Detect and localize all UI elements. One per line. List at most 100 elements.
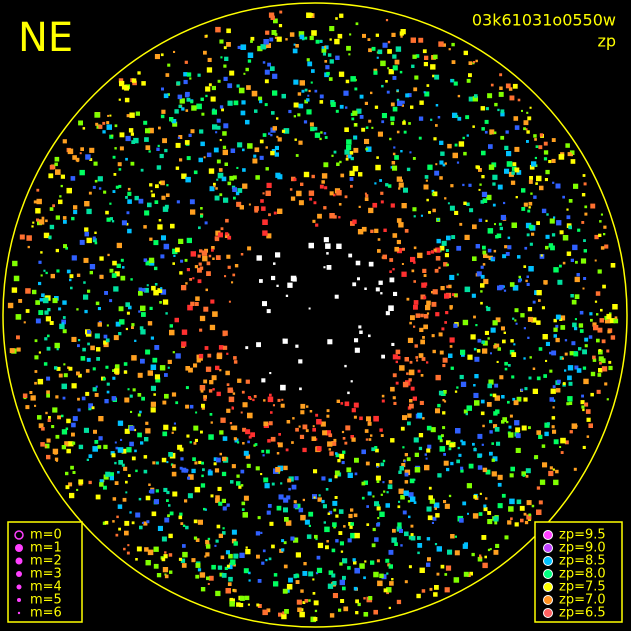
star (551, 138, 556, 142)
star (226, 352, 229, 355)
star (328, 570, 334, 575)
star (112, 376, 116, 380)
star (181, 285, 187, 291)
star (496, 360, 499, 363)
star (455, 428, 461, 434)
star (531, 317, 537, 323)
star (584, 402, 589, 407)
star (97, 307, 101, 311)
star (308, 511, 314, 517)
star (504, 361, 508, 366)
star (413, 87, 418, 92)
star (398, 500, 401, 503)
star (114, 271, 120, 277)
star (489, 419, 493, 424)
star (412, 157, 416, 160)
star (194, 486, 201, 493)
star (215, 26, 221, 33)
star (460, 469, 464, 473)
star (123, 547, 126, 551)
star (383, 490, 386, 493)
star (374, 501, 379, 507)
star (520, 388, 524, 392)
star (44, 445, 48, 448)
star (382, 459, 386, 463)
star (414, 75, 419, 80)
star (354, 347, 360, 353)
star (374, 228, 379, 233)
star (184, 140, 190, 145)
star (381, 394, 385, 398)
star (339, 562, 343, 566)
star (346, 45, 351, 51)
star (429, 587, 433, 591)
star (375, 475, 381, 481)
star (71, 255, 77, 261)
star (54, 366, 58, 370)
star (367, 491, 372, 496)
star (253, 154, 257, 158)
star (305, 429, 309, 433)
star (447, 202, 450, 205)
star (168, 533, 173, 539)
star (63, 363, 66, 366)
star (62, 139, 67, 144)
star (230, 148, 236, 153)
star (267, 439, 271, 443)
star (200, 207, 203, 210)
star (158, 126, 161, 130)
star (199, 572, 206, 578)
star (187, 493, 193, 499)
star (373, 571, 379, 578)
star (495, 343, 500, 348)
star (408, 492, 414, 498)
star (124, 85, 129, 91)
star (426, 198, 429, 202)
star (329, 451, 334, 456)
star (350, 508, 354, 512)
star (333, 193, 336, 197)
star (306, 405, 309, 408)
star (552, 429, 557, 434)
star (578, 347, 582, 351)
star (577, 228, 581, 232)
star (371, 447, 376, 452)
star (208, 254, 212, 258)
star (480, 301, 483, 305)
star (185, 404, 189, 409)
star (590, 392, 594, 397)
star (485, 469, 491, 475)
star (329, 38, 332, 41)
star (237, 188, 243, 193)
star (192, 457, 196, 461)
star (487, 337, 490, 340)
star (54, 162, 58, 167)
star (286, 420, 291, 424)
star (461, 441, 466, 446)
star (610, 335, 616, 340)
star (233, 360, 238, 364)
star (114, 365, 119, 369)
star (423, 324, 428, 330)
star (465, 412, 468, 416)
star (403, 130, 407, 134)
star (589, 312, 593, 316)
star (366, 416, 371, 422)
star (353, 415, 357, 419)
star (113, 173, 117, 176)
star (443, 460, 449, 466)
star (326, 414, 330, 418)
star (61, 319, 66, 325)
star (523, 357, 526, 360)
star (99, 479, 104, 484)
star (512, 162, 517, 166)
star (222, 506, 227, 511)
star (248, 579, 251, 582)
star (400, 150, 403, 153)
star (427, 444, 432, 449)
star (444, 321, 447, 324)
star (489, 548, 492, 551)
star (296, 599, 302, 605)
star (333, 438, 337, 442)
star (553, 334, 557, 338)
